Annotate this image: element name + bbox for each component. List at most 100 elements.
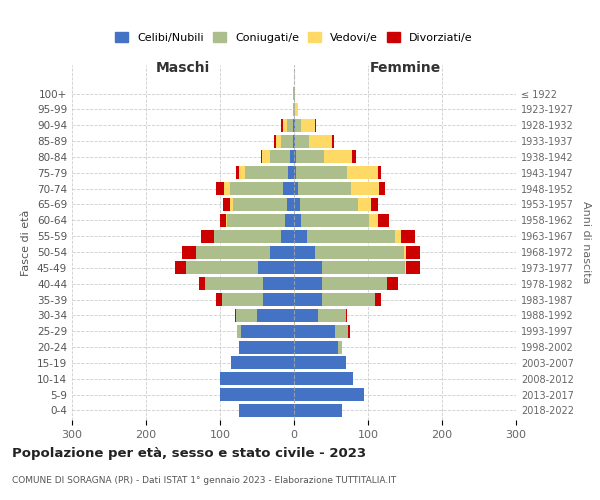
- Bar: [294, 404, 342, 417]
- Bar: [186, 262, 259, 274]
- Bar: [230, 198, 233, 211]
- Bar: [227, 214, 285, 227]
- Bar: [295, 103, 298, 116]
- Bar: [235, 309, 236, 322]
- Bar: [182, 246, 196, 258]
- Bar: [269, 150, 290, 164]
- Bar: [281, 230, 294, 242]
- Bar: [296, 166, 347, 179]
- Bar: [262, 150, 269, 164]
- Bar: [201, 230, 214, 242]
- Bar: [259, 262, 294, 274]
- Bar: [294, 198, 300, 211]
- Bar: [294, 214, 301, 227]
- Bar: [263, 277, 294, 290]
- Bar: [241, 325, 294, 338]
- Bar: [274, 134, 275, 147]
- Bar: [281, 118, 283, 132]
- Bar: [294, 182, 298, 195]
- Bar: [301, 214, 370, 227]
- Bar: [335, 325, 348, 338]
- Bar: [315, 118, 316, 132]
- Bar: [199, 277, 205, 290]
- Bar: [214, 230, 281, 242]
- Bar: [295, 134, 309, 147]
- Bar: [387, 277, 398, 290]
- Bar: [283, 182, 294, 195]
- Bar: [371, 198, 379, 211]
- Bar: [294, 87, 295, 100]
- Bar: [404, 246, 406, 258]
- Bar: [263, 293, 294, 306]
- Bar: [376, 293, 382, 306]
- Bar: [239, 404, 294, 417]
- Bar: [401, 230, 415, 242]
- Bar: [294, 356, 346, 370]
- Bar: [294, 309, 317, 322]
- Bar: [237, 325, 241, 338]
- Bar: [406, 262, 420, 274]
- Bar: [236, 166, 239, 179]
- Bar: [196, 246, 271, 258]
- Bar: [293, 118, 294, 132]
- Bar: [175, 262, 186, 274]
- Bar: [294, 103, 295, 116]
- Bar: [233, 198, 287, 211]
- Bar: [294, 277, 322, 290]
- Bar: [294, 372, 353, 386]
- Bar: [230, 182, 283, 195]
- Bar: [294, 118, 295, 132]
- Text: Popolazione per età, sesso e stato civile - 2023: Popolazione per età, sesso e stato civil…: [12, 448, 366, 460]
- Bar: [257, 309, 294, 322]
- Bar: [223, 198, 230, 211]
- Bar: [216, 182, 224, 195]
- Bar: [287, 198, 294, 211]
- Bar: [245, 166, 288, 179]
- Bar: [293, 134, 294, 147]
- Bar: [295, 118, 301, 132]
- Bar: [307, 230, 395, 242]
- Text: Maschi: Maschi: [156, 60, 210, 74]
- Text: Femmine: Femmine: [370, 60, 440, 74]
- Bar: [351, 182, 379, 195]
- Bar: [296, 150, 325, 164]
- Bar: [370, 214, 379, 227]
- Text: COMUNE DI SORAGNA (PR) - Dati ISTAT 1° gennaio 2023 - Elaborazione TUTTITALIA.IT: COMUNE DI SORAGNA (PR) - Dati ISTAT 1° g…: [12, 476, 396, 485]
- Bar: [226, 214, 227, 227]
- Bar: [315, 246, 404, 258]
- Bar: [322, 293, 376, 306]
- Bar: [347, 166, 377, 179]
- Bar: [332, 134, 334, 147]
- Bar: [288, 166, 294, 179]
- Y-axis label: Anni di nascita: Anni di nascita: [581, 201, 590, 284]
- Bar: [348, 325, 349, 338]
- Bar: [317, 309, 346, 322]
- Bar: [294, 246, 315, 258]
- Bar: [358, 198, 371, 211]
- Bar: [377, 166, 382, 179]
- Bar: [338, 340, 342, 353]
- Bar: [294, 340, 338, 353]
- Bar: [275, 134, 281, 147]
- Bar: [406, 246, 420, 258]
- Bar: [283, 118, 287, 132]
- Bar: [224, 182, 230, 195]
- Bar: [293, 87, 294, 100]
- Bar: [236, 309, 257, 322]
- Bar: [294, 230, 307, 242]
- Bar: [271, 246, 294, 258]
- Bar: [205, 277, 263, 290]
- Bar: [300, 198, 358, 211]
- Bar: [294, 134, 295, 147]
- Bar: [301, 118, 315, 132]
- Bar: [379, 214, 389, 227]
- Bar: [294, 166, 296, 179]
- Bar: [379, 182, 385, 195]
- Bar: [222, 293, 263, 306]
- Bar: [309, 134, 332, 147]
- Bar: [281, 134, 293, 147]
- Bar: [287, 118, 293, 132]
- Bar: [293, 103, 294, 116]
- Bar: [346, 309, 347, 322]
- Bar: [220, 388, 294, 401]
